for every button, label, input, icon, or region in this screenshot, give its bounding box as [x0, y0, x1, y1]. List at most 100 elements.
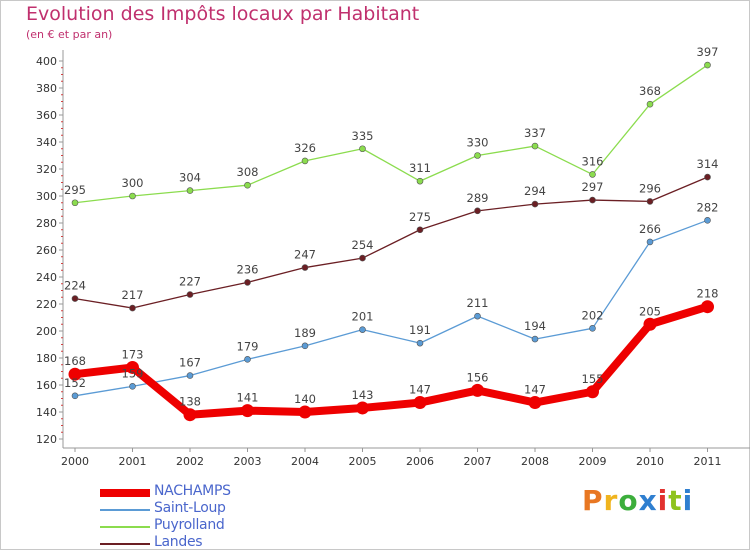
- data-point: [359, 145, 366, 153]
- logo-letter: x: [638, 484, 658, 517]
- y-tick-label: 340: [36, 136, 57, 149]
- x-tick-label: 2004: [291, 455, 319, 468]
- data-label: 191: [409, 323, 431, 337]
- data-point: [413, 396, 427, 410]
- data-label: 140: [294, 392, 316, 406]
- data-label: 337: [524, 126, 546, 140]
- data-label: 295: [64, 183, 86, 197]
- x-tick-label: 2003: [234, 455, 262, 468]
- chart-data-labels: 168 173 138 141 140 143 147 156 147 155 205 218 152 1…: [64, 45, 718, 409]
- data-label: 297: [582, 180, 604, 194]
- data-label: 147: [409, 383, 431, 397]
- data-label: 316: [582, 154, 604, 168]
- data-label: 179: [237, 339, 259, 353]
- data-point: [241, 404, 254, 418]
- data-label: 247: [294, 248, 316, 262]
- data-point: [528, 396, 542, 410]
- data-label: 152: [64, 376, 86, 390]
- data-label: 141: [237, 391, 259, 405]
- data-point: [71, 392, 79, 400]
- legend-label: NACHAMPS: [154, 483, 231, 499]
- y-tick-label: 300: [36, 190, 57, 203]
- data-point: [359, 326, 366, 333]
- legend-label: Saint-Loup: [154, 500, 226, 516]
- y-tick-label: 240: [36, 271, 57, 284]
- data-label: 205: [639, 304, 661, 318]
- series-line-puyrolland: [74, 64, 709, 204]
- legend-swatch: [100, 526, 150, 528]
- y-tick-label: 140: [36, 406, 57, 419]
- data-label: 275: [409, 210, 431, 224]
- data-point: [586, 385, 599, 399]
- data-label: 147: [524, 383, 546, 397]
- data-label: 218: [697, 287, 719, 301]
- data-point: [244, 279, 251, 286]
- data-label: 138: [179, 395, 201, 409]
- x-tick-label: 2005: [349, 455, 377, 468]
- data-point: [704, 173, 711, 181]
- legend-swatch: [100, 509, 150, 511]
- data-label: 143: [352, 388, 374, 402]
- data-label: 254: [352, 238, 374, 252]
- data-point: [704, 217, 711, 224]
- data-label: 202: [582, 308, 604, 322]
- data-point: [531, 335, 539, 343]
- data-label: 155: [582, 372, 604, 386]
- chart-title: Evolution des Impôts locaux par Habitant: [26, 3, 420, 25]
- x-tick-label: 2006: [406, 455, 434, 468]
- data-point: [474, 207, 481, 215]
- data-point: [244, 356, 251, 363]
- data-label: 168: [64, 354, 86, 368]
- data-point: [186, 291, 194, 298]
- x-tick-label: 2010: [636, 455, 664, 468]
- data-label: 304: [179, 171, 201, 185]
- x-tick-label: 2007: [464, 455, 492, 468]
- data-point: [531, 200, 539, 208]
- x-tick-label: 2011: [694, 455, 722, 468]
- data-point: [704, 61, 711, 69]
- data-point: [589, 324, 596, 332]
- data-label: 326: [294, 141, 316, 155]
- logo-letter: P: [582, 484, 604, 517]
- data-label: 236: [237, 262, 259, 276]
- data-point: [356, 401, 369, 415]
- data-point: [301, 342, 309, 350]
- series-line-nachamps: [71, 302, 712, 419]
- data-label: 266: [639, 222, 661, 236]
- chart-axes: 120 140 160 180 200 220 240 260 280 300 320 340 360 3…: [36, 50, 750, 468]
- logo-letter: t: [668, 484, 683, 517]
- data-point: [129, 192, 136, 200]
- data-label: 282: [697, 200, 719, 214]
- data-point: [71, 295, 79, 302]
- data-point: [298, 405, 312, 419]
- logo-letter: i: [682, 484, 694, 517]
- data-point: [474, 152, 481, 159]
- data-label: 294: [524, 184, 546, 198]
- y-tick-label: 180: [36, 352, 57, 365]
- data-point: [471, 383, 484, 397]
- x-tick-label: 2000: [61, 455, 89, 468]
- data-label: 156: [467, 370, 489, 384]
- data-point: [186, 372, 194, 379]
- data-point: [646, 238, 654, 246]
- data-point: [646, 198, 654, 205]
- data-point: [244, 181, 251, 189]
- data-label: 311: [409, 161, 431, 175]
- legend-label: Landes: [154, 534, 203, 550]
- data-label: 167: [179, 356, 201, 370]
- series-line-saint-loup: [74, 219, 709, 397]
- logo-letter: r: [603, 484, 619, 517]
- data-point: [183, 408, 197, 422]
- data-point: [186, 187, 194, 194]
- data-point: [301, 264, 309, 271]
- data-label: 296: [639, 181, 661, 195]
- x-tick-label: 2009: [579, 455, 607, 468]
- data-point: [68, 367, 82, 381]
- legend-swatch: [100, 489, 150, 497]
- data-label: 289: [467, 191, 489, 205]
- data-label: 189: [294, 326, 316, 340]
- data-point: [643, 317, 657, 331]
- data-label: 201: [352, 310, 374, 324]
- y-tick-label: 320: [36, 163, 57, 176]
- data-point: [701, 300, 714, 314]
